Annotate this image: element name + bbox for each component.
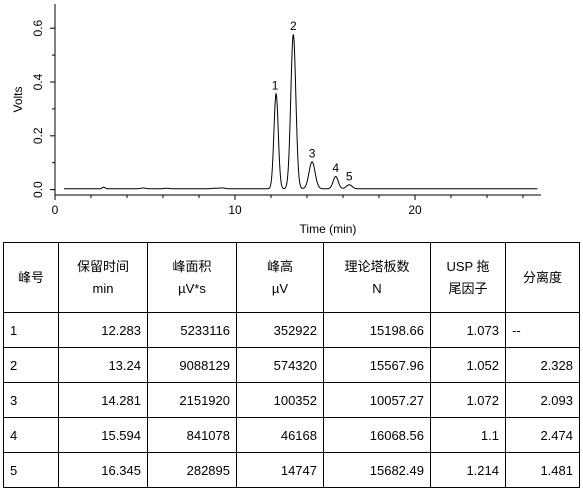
- table-cell: 3: [3, 382, 59, 418]
- table-cell: 16068.56: [323, 417, 431, 453]
- table-cell: 1.1: [430, 417, 506, 453]
- peak-label: 5: [346, 170, 353, 184]
- peak-label: 3: [309, 147, 316, 161]
- table-cell: 4: [3, 417, 59, 453]
- column-header-text: 分离度: [522, 269, 562, 285]
- table-cell: 9088129: [147, 347, 237, 383]
- y-tick-label: 0.6: [31, 20, 45, 37]
- table-row: 3 14.281 2151920 100352 10057.27 1.072 2.093: [3, 382, 580, 418]
- x-axis-label: Time (min): [300, 222, 357, 236]
- table-cell: 2151920: [147, 382, 237, 418]
- column-header-text: N: [372, 280, 382, 296]
- column-header-text: 峰面积: [172, 258, 212, 274]
- table-header-row: 峰号 保留时间 min 峰面积 µV*s 峰高 µV 理论塔板数 N USP 拖尾因子 分离度: [3, 242, 580, 313]
- column-header-text: 尾因子: [448, 280, 488, 296]
- table-cell: 15567.96: [323, 347, 431, 383]
- table-cell: 1.072: [430, 382, 506, 418]
- y-tick-label: 0.2: [31, 127, 45, 144]
- column-header-text: USP 拖: [446, 258, 490, 274]
- column-header: 分离度: [505, 242, 580, 313]
- column-header-text: µV: [271, 280, 289, 296]
- column-header-text: 保留时间: [76, 258, 129, 274]
- table-cell: 352922: [236, 312, 324, 348]
- table-row: 1 12.283 5233116 352922 15198.66 1.073 --: [3, 312, 580, 348]
- y-tick-label: 0.0: [31, 181, 45, 198]
- table-cell: --: [505, 312, 580, 348]
- table-cell: 2.093: [505, 382, 580, 418]
- table-cell: 5233116: [147, 312, 237, 348]
- column-header-text: µV*s: [178, 280, 206, 296]
- column-header: 峰高 µV: [236, 242, 324, 313]
- column-header: 峰号: [3, 242, 59, 313]
- table-cell: 14.281: [58, 382, 148, 418]
- peak-label: 4: [332, 161, 339, 175]
- chromatogram-chart: 0 10 20 0.0 0.2 0.4 0.6 Time (min) Volts 1 2 3 4 5: [0, 0, 583, 240]
- table-cell: 1.214: [430, 452, 506, 488]
- column-header: 峰面积 µV*s: [147, 242, 237, 313]
- table-cell: 46168: [236, 417, 324, 453]
- table-row: 5 16.345 282895 14747 15682.49 1.214 1.481: [3, 452, 580, 488]
- x-tick-label: 0: [52, 203, 59, 217]
- column-header: 保留时间 min: [58, 242, 148, 313]
- table-cell: 1.073: [430, 312, 506, 348]
- table-cell: 1.052: [430, 347, 506, 383]
- table-cell: 2.328: [505, 347, 580, 383]
- table-row: 2 13.24 9088129 574320 15567.96 1.052 2.328: [3, 347, 580, 383]
- table-cell: 12.283: [58, 312, 148, 348]
- y-tick-label: 0.4: [31, 73, 45, 90]
- table-cell: 15198.66: [323, 312, 431, 348]
- table-cell: 15682.49: [323, 452, 431, 488]
- column-header-text: 峰号: [17, 269, 44, 285]
- chromatogram-svg: 0 10 20 0.0 0.2 0.4 0.6 Time (min) Volts 1 2 3 45: [11, 4, 541, 236]
- table-cell: 2: [3, 347, 59, 383]
- table-row: 4 15.594 841078 46168 16068.56 1.1 2.474: [3, 417, 580, 453]
- table-cell: 2.474: [505, 417, 580, 453]
- column-header-text: 理论塔板数: [344, 258, 410, 274]
- table-cell: 282895: [147, 452, 237, 488]
- table-cell: 16.345: [58, 452, 148, 488]
- x-tick-label: 10: [228, 203, 242, 217]
- table-cell: 13.24: [58, 347, 148, 383]
- y-axis-label: Volts: [11, 86, 25, 112]
- table-cell: 1.481: [505, 452, 580, 488]
- table-cell: 10057.27: [323, 382, 431, 418]
- table-cell: 574320: [236, 347, 324, 383]
- column-header-text: min: [92, 280, 114, 296]
- column-header-text: 峰高: [266, 258, 293, 274]
- column-header: 理论塔板数 N: [323, 242, 431, 313]
- table-cell: 14747: [236, 452, 324, 488]
- table-cell: 100352: [236, 382, 324, 418]
- table-cell: 15.594: [58, 417, 148, 453]
- table-cell: 5: [3, 452, 59, 488]
- peak-label: 2: [290, 19, 297, 33]
- peak-label: 1: [272, 79, 279, 93]
- table-cell: 1: [3, 312, 59, 348]
- table-cell: 841078: [147, 417, 237, 453]
- column-header: USP 拖尾因子: [430, 242, 506, 313]
- x-tick-label: 20: [408, 203, 422, 217]
- chromatogram-trace: [64, 34, 538, 190]
